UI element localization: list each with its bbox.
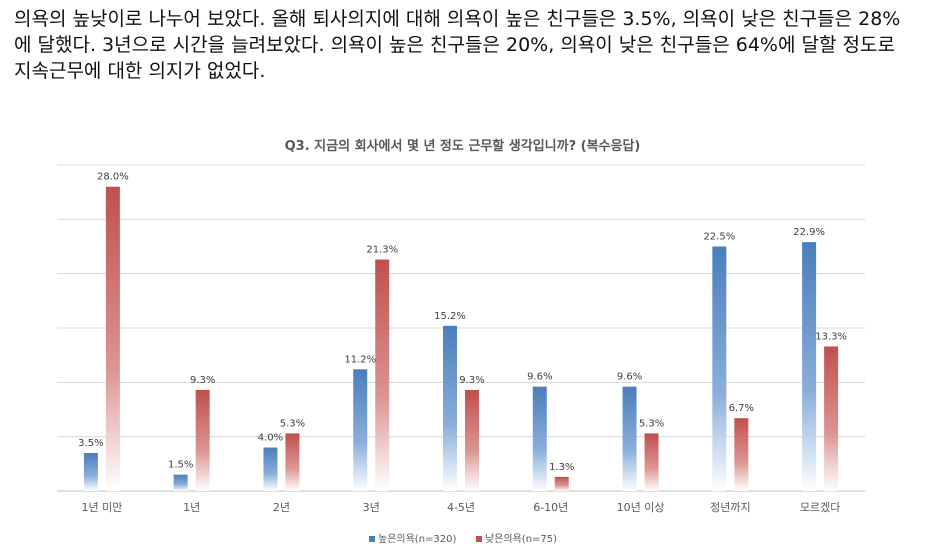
data-label-high: 22.5% bbox=[703, 232, 735, 243]
x-tick-label: 2년 bbox=[273, 501, 290, 514]
intro-paragraph: 의욕의 높낮이로 나누어 보았다. 올해 퇴사의지에 대해 의욕이 높은 친구들… bbox=[14, 8, 901, 82]
legend-swatch-high bbox=[369, 536, 375, 542]
bar-high bbox=[443, 325, 457, 491]
bar-low bbox=[734, 418, 749, 491]
x-tick-label: 정년까지 bbox=[710, 501, 750, 514]
bar-high bbox=[353, 369, 368, 491]
bar-low bbox=[285, 433, 300, 491]
legend-label-high: 높은의욕(n=320) bbox=[378, 533, 457, 545]
bar-high bbox=[173, 474, 188, 491]
bar-low bbox=[105, 186, 120, 491]
data-label-low: 1.3% bbox=[549, 462, 574, 473]
x-tick-label: 3년 bbox=[363, 501, 380, 514]
data-label-high: 15.2% bbox=[434, 311, 466, 322]
x-tick-label: 1년 미만 bbox=[81, 501, 122, 514]
data-label-high: 22.9% bbox=[793, 227, 825, 238]
data-label-low: 5.3% bbox=[280, 418, 305, 429]
data-label-high: 9.6% bbox=[617, 372, 642, 383]
x-tick-label: 10년 이상 bbox=[617, 501, 665, 514]
x-tick-label: 6-10년 bbox=[533, 501, 568, 514]
bar-low bbox=[195, 389, 210, 491]
bar-high bbox=[83, 452, 98, 491]
bar-high bbox=[622, 386, 637, 491]
bar-low bbox=[465, 389, 479, 491]
data-label-high: 11.2% bbox=[344, 354, 376, 365]
bar-low bbox=[824, 346, 839, 491]
data-label-high: 1.5% bbox=[168, 460, 193, 471]
data-label-low: 6.7% bbox=[729, 403, 754, 414]
data-label-low: 9.3% bbox=[459, 375, 484, 386]
legend-swatch-low bbox=[476, 536, 482, 542]
bar-low bbox=[644, 433, 659, 491]
data-label-high: 4.0% bbox=[258, 433, 283, 444]
data-label-low: 5.3% bbox=[639, 418, 664, 429]
bar-high bbox=[712, 246, 727, 491]
data-label-low: 9.3% bbox=[190, 375, 215, 386]
x-tick-label: 1년 bbox=[183, 501, 200, 514]
data-label-low: 28.0% bbox=[97, 172, 129, 183]
x-tick-label: 모르겠다 bbox=[800, 501, 840, 514]
bar-low bbox=[554, 476, 569, 491]
bar-high bbox=[802, 242, 817, 491]
data-label-low: 13.3% bbox=[815, 331, 847, 342]
chart-title: Q3. 지금의 회사에서 몇 년 정도 근무할 생각입니까? (복수응답) bbox=[284, 139, 641, 154]
bar-high bbox=[263, 447, 278, 491]
legend-label-low: 낮은의욕(n=75) bbox=[485, 533, 557, 545]
bar-high bbox=[532, 386, 547, 491]
data-label-low: 21.3% bbox=[366, 245, 398, 256]
bar-low bbox=[375, 259, 390, 491]
data-label-high: 3.5% bbox=[78, 438, 103, 449]
data-label-high: 9.6% bbox=[527, 372, 552, 383]
x-tick-label: 4-5년 bbox=[447, 501, 475, 514]
